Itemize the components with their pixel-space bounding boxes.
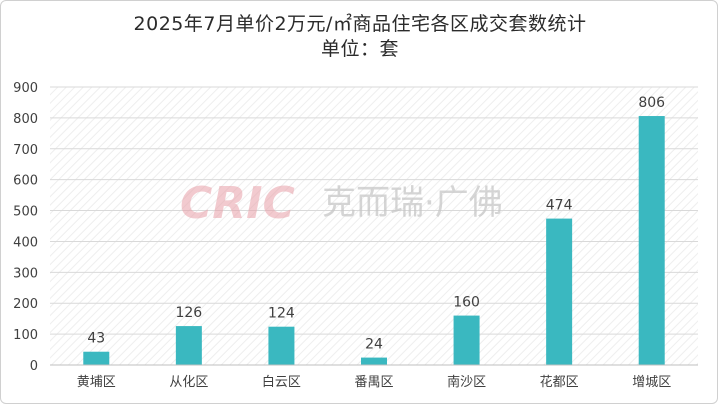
data-label: 126 xyxy=(175,305,202,321)
svg-text:克而瑞·广佛: 克而瑞·广佛 xyxy=(322,183,503,223)
y-axis-ticks: 0 100 200 300 400 500 600 700 800 900 xyxy=(13,81,38,374)
x-category-label: 增城区 xyxy=(632,375,671,390)
bar xyxy=(361,357,387,365)
bar xyxy=(83,351,110,365)
watermark-logo: CRIC 克而瑞·广佛 xyxy=(180,178,503,229)
y-tick-label: 800 xyxy=(13,112,38,127)
y-tick-label: 200 xyxy=(13,297,38,312)
x-category-label: 南沙区 xyxy=(447,374,486,390)
x-category-label: 黄埔区 xyxy=(77,375,116,390)
bar xyxy=(546,218,573,365)
y-tick-label: 500 xyxy=(13,205,38,220)
y-tick-label: 600 xyxy=(13,174,38,189)
x-category-label: 从化区 xyxy=(169,375,208,390)
data-labels: 43 126 124 24 160 474 806 xyxy=(87,95,665,353)
bars xyxy=(83,116,665,365)
x-category-label: 白云区 xyxy=(262,374,301,390)
data-label: 474 xyxy=(546,198,573,214)
svg-text:CRIC: CRIC xyxy=(180,178,295,229)
plot-background xyxy=(50,87,698,365)
y-tick-label: 0 xyxy=(30,359,38,374)
data-label: 160 xyxy=(453,295,480,311)
data-label: 124 xyxy=(268,306,295,322)
x-category-label: 花都区 xyxy=(540,374,579,390)
gridlines xyxy=(50,86,698,335)
bar xyxy=(453,315,480,365)
y-tick-label: 700 xyxy=(13,143,38,158)
data-label: 24 xyxy=(365,337,383,353)
bar xyxy=(638,116,665,365)
y-tick-label: 400 xyxy=(13,235,38,250)
data-label: 43 xyxy=(87,331,105,347)
chart-subtitle: 单位：套 xyxy=(320,38,399,60)
y-tick-label: 300 xyxy=(13,266,38,281)
bar xyxy=(268,326,295,365)
x-category-label: 番禺区 xyxy=(354,375,393,390)
y-tick-label: 100 xyxy=(13,328,38,343)
data-label: 806 xyxy=(638,95,665,111)
y-tick-label: 900 xyxy=(13,81,38,96)
bar xyxy=(175,326,202,365)
chart-title: 2025年7月单价2万元/㎡商品住宅各区成交套数统计 xyxy=(133,13,587,35)
x-axis-categories: 黄埔区 从化区 白云区 番禺区 南沙区 花都区 增城区 xyxy=(77,374,671,390)
